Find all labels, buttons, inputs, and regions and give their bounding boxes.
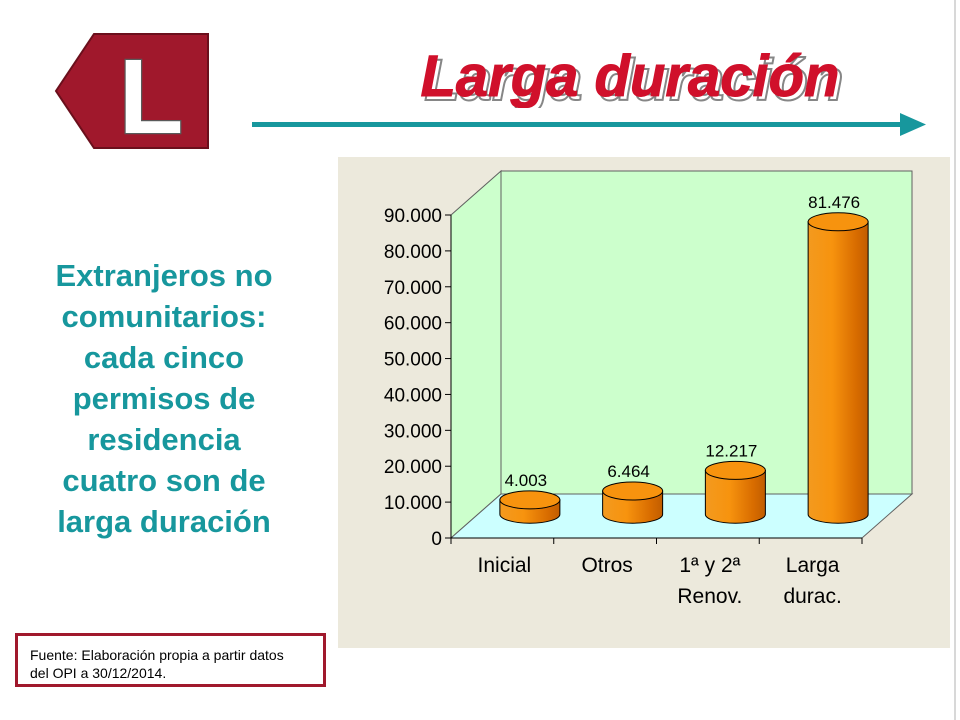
bar-data-label: 81.476 xyxy=(808,193,860,212)
x-category-label: Otros xyxy=(581,554,632,577)
side-text-line: comunitarios: xyxy=(61,299,267,334)
x-category-label: durac. xyxy=(783,585,841,608)
bar-data-label: 6.464 xyxy=(607,462,650,481)
bar-top xyxy=(602,481,664,501)
badge-shape: L xyxy=(54,33,209,151)
page-title-shadow: Larga duración xyxy=(425,48,844,108)
y-tick-label: 60.000 xyxy=(384,314,442,335)
y-tick-label: 30.000 xyxy=(384,421,442,442)
bar-data-label: 4.003 xyxy=(505,471,548,490)
x-category-label: Larga xyxy=(786,554,840,577)
side-text-line: permisos de xyxy=(72,381,256,416)
chart-area: 0 10.000 20.000 30.000 40.000 50.000 60.000 70.… xyxy=(338,157,950,648)
side-text-line: cada cinco xyxy=(83,340,245,375)
side-text-line: residencia xyxy=(87,422,241,457)
source-line: del OPI a 30/12/2014. xyxy=(30,665,167,681)
y-tick-label: 90.000 xyxy=(384,206,442,227)
y-tick-label: 50.000 xyxy=(384,350,442,371)
y-tick-label: 0 xyxy=(431,529,442,550)
title-arrow xyxy=(252,113,926,136)
y-tick-label: 20.000 xyxy=(384,457,442,478)
bar-body xyxy=(807,221,869,524)
side-text: Extranjeros no comunitarios: cada cinco … xyxy=(14,255,314,542)
bar-chart: 0 10.000 20.000 30.000 40.000 50.000 60.000 70.… xyxy=(338,157,950,648)
bar-top xyxy=(807,212,869,232)
bar-top xyxy=(704,460,766,480)
source-line: Fuente: Elaboración propia a partir dato… xyxy=(30,647,284,663)
bar-body xyxy=(704,469,766,524)
badge-arrow-icon xyxy=(54,33,209,149)
y-tick-label: 40.000 xyxy=(384,385,442,406)
arrow-head-icon xyxy=(900,113,926,136)
x-category-label: Inicial xyxy=(478,554,532,577)
title-arrow-line xyxy=(252,122,902,127)
source-note: Fuente: Elaboración propia a partir dato… xyxy=(15,633,326,687)
badge-letter: L xyxy=(119,38,184,151)
right-divider xyxy=(954,0,956,720)
bar-data-label: 12.217 xyxy=(705,441,757,460)
x-category-label: 1ª y 2ª xyxy=(679,554,740,577)
side-text-line: Extranjeros no xyxy=(55,258,273,293)
page-title-wrapper: Larga duración Larga duración xyxy=(420,44,844,109)
y-tick-label: 80.000 xyxy=(384,242,442,263)
chart-side-wall xyxy=(450,169,502,540)
page-title: Larga duración xyxy=(421,44,840,108)
y-tick-label: 10.000 xyxy=(384,493,442,514)
side-text-line: larga duración xyxy=(57,504,271,539)
y-tick-label: 70.000 xyxy=(384,278,442,299)
side-text-line: cuatro son de xyxy=(62,463,266,498)
x-category-label: Renov. xyxy=(677,585,742,608)
bar-top xyxy=(499,490,561,510)
